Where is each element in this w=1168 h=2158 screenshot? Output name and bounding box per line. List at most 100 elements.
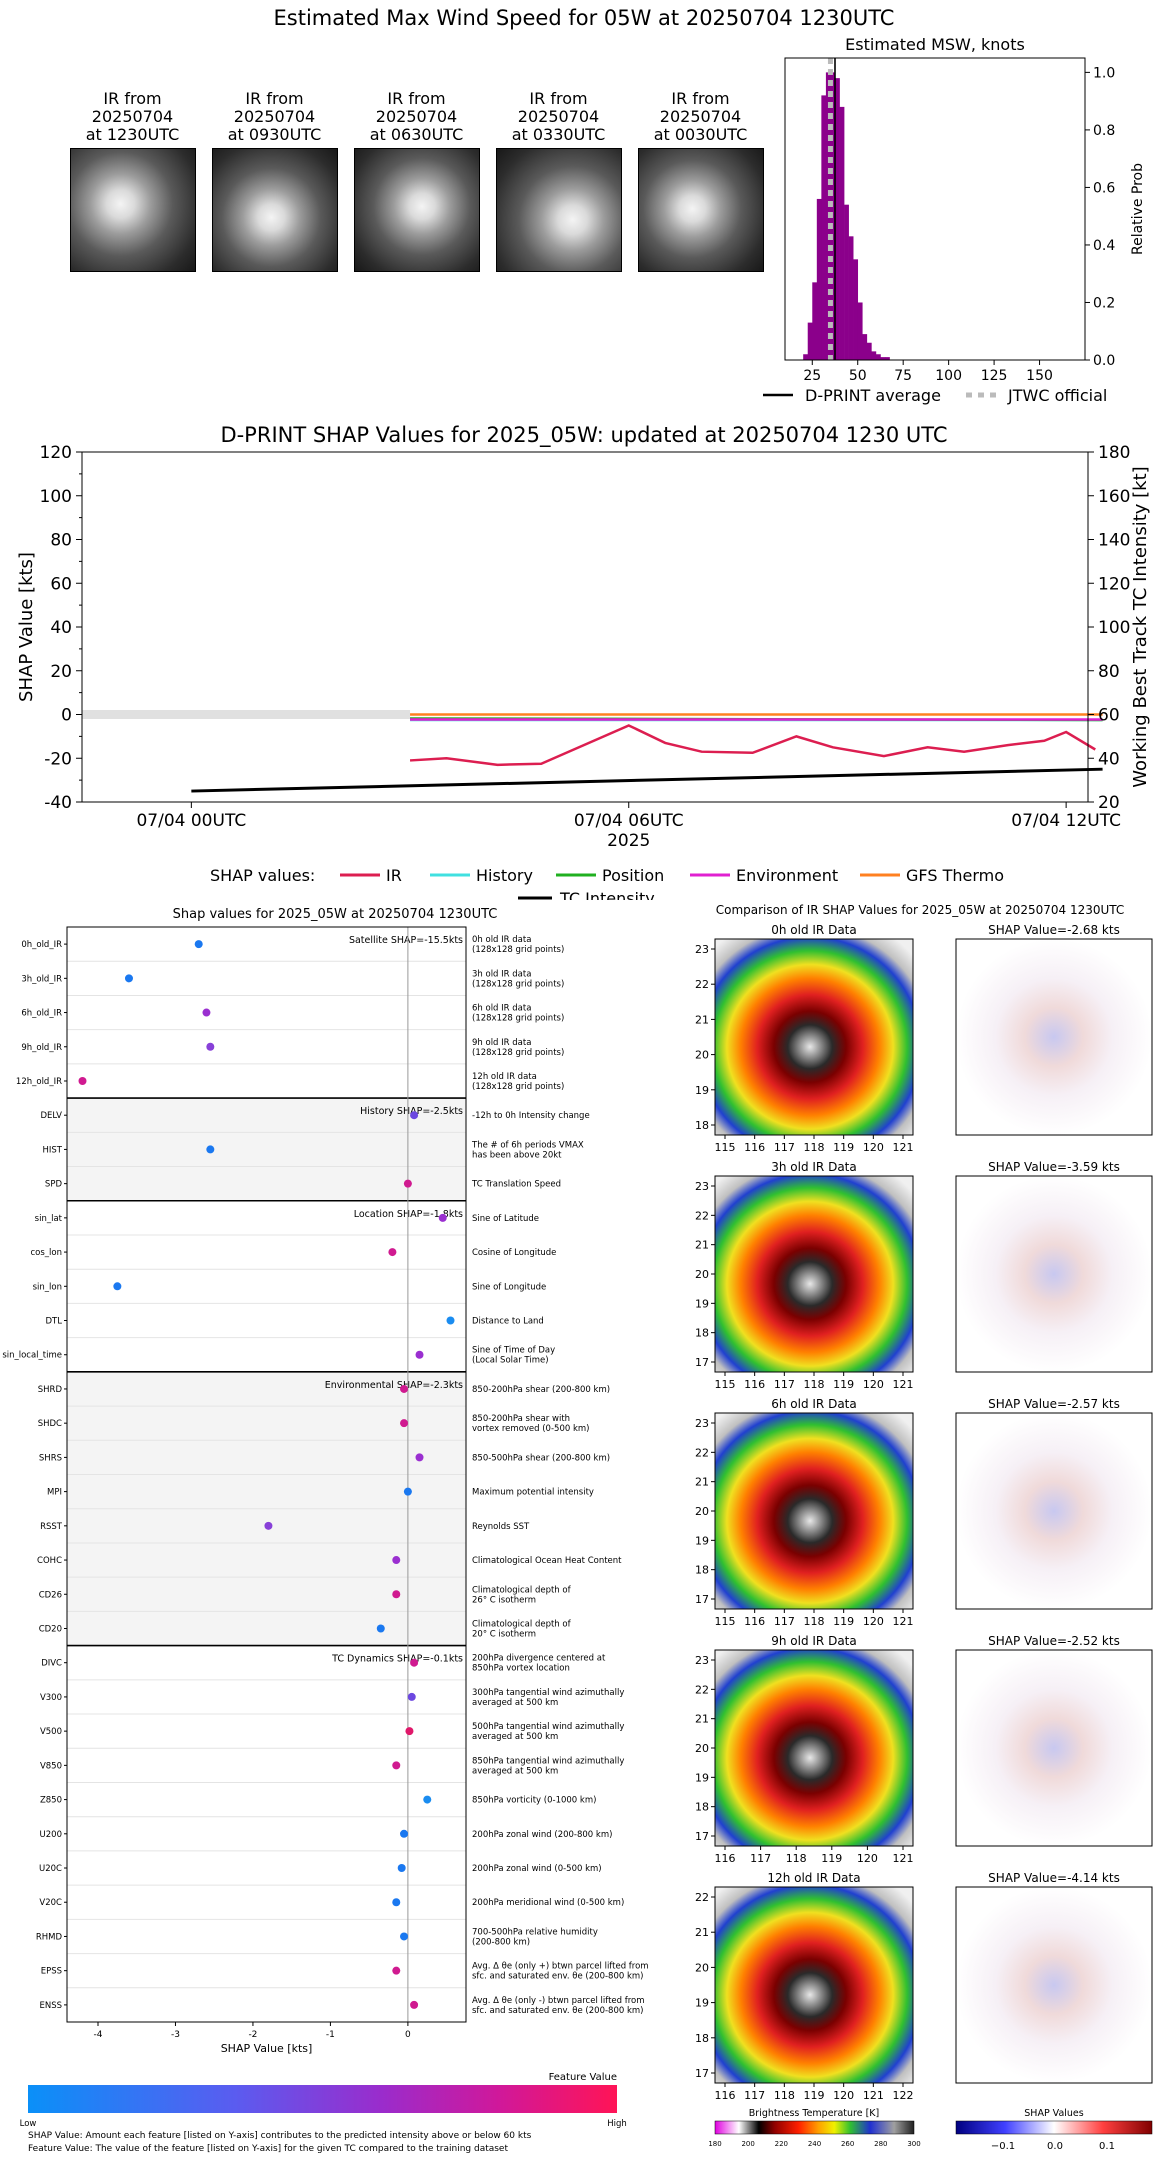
feature-shap-dot: [400, 1932, 409, 1941]
feature-x-tick-label: -1: [326, 2030, 335, 2040]
shap-ts-y-tick-label: 60: [50, 574, 72, 594]
ir-x-tick-label: 116: [715, 1852, 736, 1865]
msw-x-tick-label: 75: [894, 368, 912, 380]
feature-description: (200-800 km): [472, 1937, 530, 1947]
shap-map: [955, 1886, 1153, 2084]
footer-shap-note: SHAP Value: Amount each feature [listed …: [28, 2131, 532, 2141]
feature-description: (128x128 grid points): [472, 1048, 564, 1058]
feature-description: 200hPa divergence centered at: [472, 1654, 606, 1664]
feature-description: 850hPa vortex location: [472, 1664, 570, 1674]
feature-name: CD20: [39, 1624, 62, 1634]
ir-y-tick-label: 20: [695, 1742, 709, 1755]
feature-description: averaged at 500 km: [472, 1698, 558, 1708]
ir-thumbnail-caption: IR from 20250704 at 0030UTC: [628, 90, 773, 144]
legend-label-ir: IR: [386, 866, 402, 885]
feature-description: 200hPa zonal wind (0-500 km): [472, 1864, 602, 1874]
shap-ts-title: D-PRINT SHAP Values for 2025_05W: update…: [220, 423, 947, 448]
shap-ts-y2-tick-label: 60: [1098, 706, 1120, 726]
shap-ts-y-tick-label: 0: [61, 706, 72, 726]
shap-ts-x-tick-label: 07/04 12UTC: [1011, 811, 1121, 831]
ir-x-tick-label: 119: [833, 1615, 854, 1628]
ir-thumbnail-caption-line: at 1230UTC: [85, 125, 180, 144]
bt-tick-label: 260: [841, 2140, 854, 2148]
msw-bar: [853, 259, 859, 360]
ir-x-tick-label: 121: [893, 1378, 914, 1391]
ir-y-tick-label: 18: [695, 1801, 709, 1814]
shap-map: [955, 1412, 1153, 1610]
shap-ts-x-tick-label: 07/04 06UTC: [574, 811, 684, 831]
ir-thumbnail-caption: IR from 20250704 at 0930UTC: [202, 90, 347, 144]
msw-bar: [875, 354, 881, 360]
feature-shap-dot: [400, 1829, 409, 1838]
feature-shap-dot: [397, 1864, 406, 1873]
feature-name: ENSS: [39, 2001, 62, 2011]
feature-name: RSST: [40, 1522, 63, 1532]
ir-x-tick-label: 116: [744, 1141, 765, 1154]
legend-label-gfs: GFS Thermo: [906, 866, 1004, 885]
ir-thumbnail-caption-line: IR from: [245, 89, 304, 108]
ir-map: [714, 1175, 914, 1373]
feature-description: (128x128 grid points): [472, 979, 564, 989]
feature-x-label: SHAP Value [kts]: [221, 2042, 313, 2055]
ir-thumbnail-caption-line: 20250704: [91, 107, 174, 126]
feature-description: (128x128 grid points): [472, 1014, 564, 1024]
msw-y-tick-label: 0.0: [1093, 353, 1115, 369]
ir-map-title: 6h old IR Data: [771, 1397, 857, 1411]
feature-name: 6h_old_IR: [21, 1009, 62, 1019]
feature-shap-dot: [376, 1624, 385, 1633]
shap-ts-y-tick-label: -20: [44, 749, 72, 769]
group-shading: [67, 1371, 466, 1407]
bt-colorbar-label: Brightness Temperature [K]: [749, 2108, 879, 2119]
ir-x-tick-label: 116: [744, 1378, 765, 1391]
ir-y-tick-label: 23: [695, 943, 709, 956]
feature-value-colorbar: [28, 2085, 617, 2113]
ir-x-tick-label: 118: [804, 1378, 825, 1391]
ir-y-tick-label: 21: [695, 1239, 709, 1252]
feature-name: DELV: [40, 1111, 62, 1121]
feature-description: 850-200hPa shear with: [472, 1414, 570, 1424]
feature-shap-dot: [113, 1282, 122, 1291]
ir-x-tick-label: 119: [804, 2089, 825, 2102]
feature-shap-dot: [400, 1419, 409, 1428]
group-label: TC Dynamics SHAP=-0.1kts: [331, 1654, 463, 1665]
ir-x-tick-label: 115: [715, 1615, 736, 1628]
sv-tick-label: 0.0: [1047, 2141, 1063, 2152]
feature-name: SPD: [45, 1180, 63, 1190]
feature-description: (128x128 grid points): [472, 945, 564, 955]
sv-colorbar: [955, 2120, 1153, 2135]
group-label: Environmental SHAP=-2.3kts: [325, 1380, 463, 1391]
feature-name: sin_lat: [35, 1214, 63, 1224]
ir-x-tick-label: 118: [804, 1141, 825, 1154]
ir-x-tick-label: 120: [857, 1852, 878, 1865]
group-shading: [67, 1542, 466, 1578]
msw-bar: [885, 357, 890, 360]
feature-shap-dot: [405, 1727, 414, 1736]
shap-ts-y-tick-label: 40: [50, 618, 72, 638]
shap-ts-y-tick-label: 100: [40, 487, 72, 507]
feature-shap-dot: [392, 1590, 401, 1599]
group-shading: [67, 1611, 466, 1646]
ir-x-tick-label: 120: [863, 1141, 884, 1154]
shap-ts-y-tick-label: 80: [50, 531, 72, 551]
feature-name: V20C: [39, 1898, 62, 1908]
ir-y-tick-label: 19: [695, 1771, 709, 1784]
ir-y-tick-label: 22: [695, 1209, 709, 1222]
feature-name: MPI: [47, 1488, 62, 1498]
bt-colorbar: [714, 2120, 915, 2135]
feature-name: SHRS: [39, 1453, 62, 1463]
ir-x-tick-label: 117: [774, 1378, 795, 1391]
feature-description: Avg. Δ θe (only +) btwn parcel lifted fr…: [472, 1962, 649, 1972]
msw-x-tick-label: 100: [935, 368, 962, 380]
feature-description: 200hPa meridional wind (0-500 km): [472, 1898, 624, 1908]
feature-description: Climatological Ocean Heat Content: [472, 1556, 622, 1566]
feature-description: 9h old IR data: [472, 1038, 531, 1048]
ir-x-tick-label: 120: [833, 2089, 854, 2102]
bt-tick-label: 200: [741, 2140, 754, 2148]
ir-x-tick-label: 115: [715, 1141, 736, 1154]
shap-ts-legend-label: SHAP values:: [210, 866, 315, 885]
shap-ts-y-tick-label: 120: [40, 443, 72, 463]
ir-x-tick-label: 119: [833, 1141, 854, 1154]
feature-description: Avg. Δ θe (only -) btwn parcel lifted fr…: [472, 1996, 645, 2006]
shap-ts-y2-tick-label: 20: [1098, 793, 1120, 813]
ir-y-tick-label: 21: [695, 1926, 709, 1939]
